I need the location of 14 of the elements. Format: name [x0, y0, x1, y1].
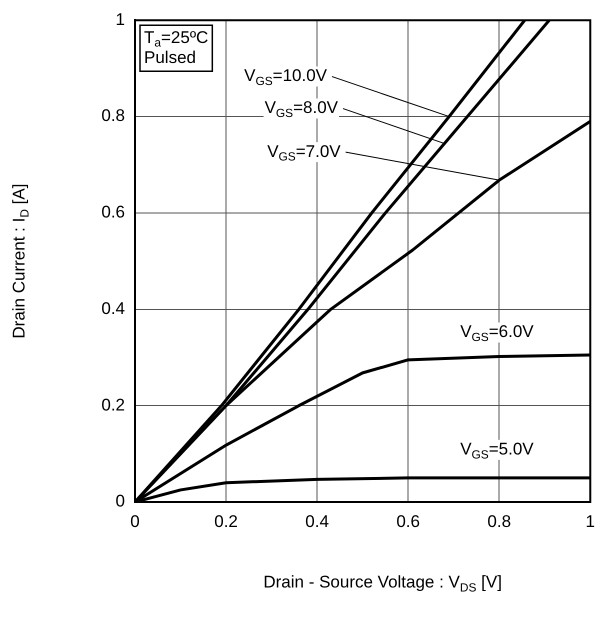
x-tick-label: 0.4	[305, 512, 329, 531]
y-tick-label: 0.2	[101, 395, 125, 414]
y-tick-label: 0.4	[101, 298, 125, 318]
x-tick-label: 0	[130, 512, 140, 531]
annotation: Pulsed	[144, 48, 196, 67]
y-tick-label: 0	[116, 492, 125, 511]
y-tick-label: 0.8	[101, 106, 125, 126]
x-tick-label: 0.6	[396, 512, 420, 531]
x-tick-label: 0.8	[487, 512, 512, 531]
y-tick-label: 1	[116, 10, 125, 29]
x-tick-label: 0.2	[214, 512, 238, 531]
x-tick-label: 1	[586, 512, 596, 531]
y-tick-label: 0.6	[101, 202, 125, 222]
y-axis-title: Drain Current : ID [A]	[10, 184, 32, 339]
